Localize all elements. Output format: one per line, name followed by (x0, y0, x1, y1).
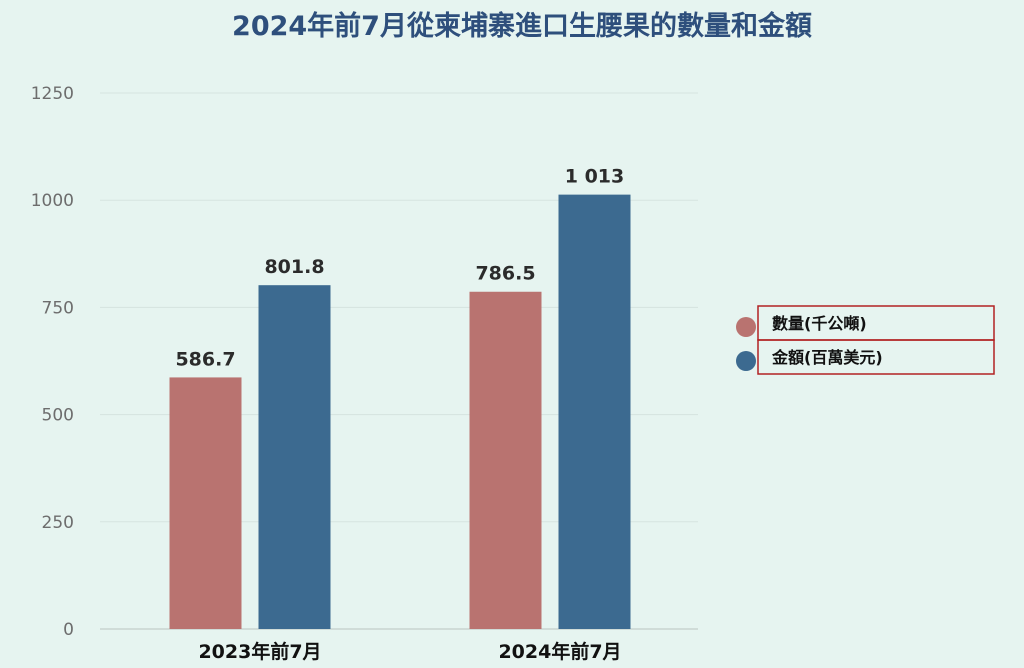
y-tick-label: 500 (42, 406, 74, 426)
y-tick-label: 250 (42, 513, 74, 533)
bars (169, 194, 631, 629)
y-tick-label: 0 (63, 620, 74, 640)
data-label: 786.5 (475, 263, 535, 285)
legend-marker (736, 317, 756, 337)
data-label: 801.8 (264, 256, 324, 278)
data-label: 586.7 (175, 348, 235, 370)
bar-quantity-1 (469, 291, 542, 629)
y-tick-label: 750 (42, 298, 74, 318)
legend-box (757, 339, 995, 375)
bar-quantity-0 (169, 377, 242, 629)
x-category-label: 2023年前7月 (198, 640, 321, 663)
bar-value-0 (258, 285, 331, 629)
x-category-label: 2024年前7月 (498, 640, 621, 663)
legend-marker (736, 351, 756, 371)
y-tick-label: 1250 (31, 84, 74, 104)
x-axis-categories: 2023年前7月 2024年前7月 (198, 640, 621, 663)
chart-title: 2024年前7月從柬埔寨進口生腰果的數量和金額 (232, 10, 812, 42)
bar-value-1 (558, 194, 631, 629)
data-labels: 586.7 801.8 786.5 1 013 (175, 166, 624, 371)
legend-label: 金額(百萬美元) (771, 348, 883, 367)
y-axis-ticks: 0 250 500 750 1000 1250 (31, 84, 74, 640)
legend-label: 數量(千公噸) (772, 314, 867, 333)
legend: 數量(千公噸) 金額(百萬美元) (736, 305, 995, 375)
data-label: 1 013 (565, 166, 625, 188)
y-tick-label: 1000 (31, 191, 74, 211)
